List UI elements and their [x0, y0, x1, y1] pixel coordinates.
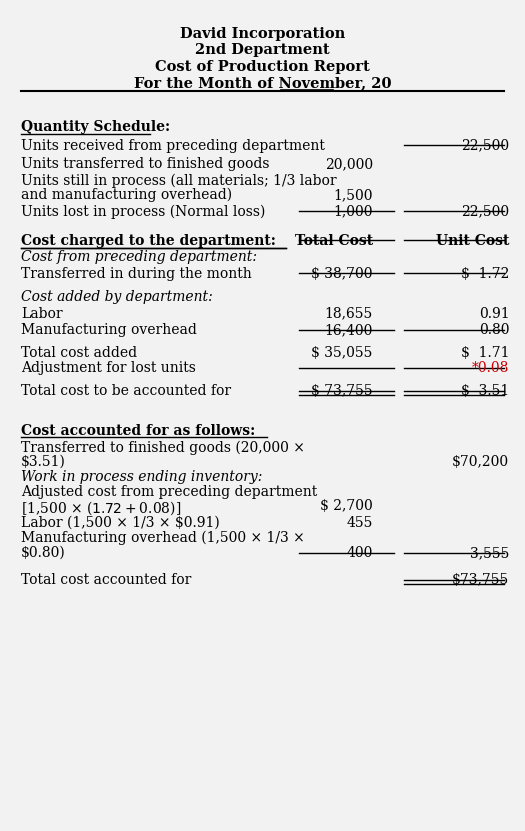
Text: Manufacturing overhead: Manufacturing overhead — [21, 323, 197, 337]
Text: Cost accounted for as follows:: Cost accounted for as follows: — [21, 424, 255, 438]
Text: 22,500: 22,500 — [461, 204, 509, 219]
Text: 18,655: 18,655 — [324, 307, 373, 321]
Text: Units still in process (all materials; 1/3 labor: Units still in process (all materials; 1… — [21, 174, 337, 188]
Text: Cost charged to the department:: Cost charged to the department: — [21, 234, 276, 248]
Text: $70,200: $70,200 — [452, 455, 509, 469]
Text: Quantity Schedule:: Quantity Schedule: — [21, 120, 170, 135]
Text: Unit Cost: Unit Cost — [436, 234, 509, 248]
Text: 16,400: 16,400 — [324, 323, 373, 337]
Text: Manufacturing overhead (1,500 × 1/3 ×: Manufacturing overhead (1,500 × 1/3 × — [21, 531, 304, 545]
Text: 400: 400 — [346, 546, 373, 560]
Text: 0.91: 0.91 — [479, 307, 509, 321]
Text: $ 38,700: $ 38,700 — [311, 267, 373, 281]
Text: 0.80: 0.80 — [479, 323, 509, 337]
Text: Units received from preceding department: Units received from preceding department — [21, 139, 325, 153]
Text: 455: 455 — [346, 516, 373, 530]
Text: Cost added by department:: Cost added by department: — [21, 290, 213, 304]
Text: Transferred in during the month: Transferred in during the month — [21, 267, 252, 281]
Text: [1,500 × ($1.72 + $0.08)]: [1,500 × ($1.72 + $0.08)] — [21, 499, 181, 517]
Text: 2nd Department: 2nd Department — [195, 43, 330, 57]
Text: $3.51): $3.51) — [21, 455, 66, 469]
Text: $ 2,700: $ 2,700 — [320, 499, 373, 514]
Text: Labor (1,500 × 1/3 × $0.91): Labor (1,500 × 1/3 × $0.91) — [21, 516, 220, 530]
Text: Adjusted cost from preceding department: Adjusted cost from preceding department — [21, 485, 317, 499]
Text: Cost of Production Report: Cost of Production Report — [155, 60, 370, 74]
Text: Total cost to be accounted for: Total cost to be accounted for — [21, 384, 231, 398]
Text: 22,500: 22,500 — [461, 139, 509, 153]
Text: $73,755: $73,755 — [452, 573, 509, 588]
Text: Units lost in process (Normal loss): Units lost in process (Normal loss) — [21, 204, 265, 219]
Text: Cost from preceding department:: Cost from preceding department: — [21, 250, 257, 264]
Text: Work in process ending inventory:: Work in process ending inventory: — [21, 470, 262, 484]
Text: Adjustment for lost units: Adjustment for lost units — [21, 361, 196, 376]
Text: 1,500: 1,500 — [333, 188, 373, 202]
Text: 20,000: 20,000 — [324, 157, 373, 171]
Text: $  1.71: $ 1.71 — [461, 346, 509, 360]
Text: Transferred to finished goods (20,000 ×: Transferred to finished goods (20,000 × — [21, 440, 305, 455]
Text: 1,000: 1,000 — [333, 204, 373, 219]
Text: and manufacturing overhead): and manufacturing overhead) — [21, 188, 232, 202]
Text: David Incorporation: David Incorporation — [180, 27, 345, 41]
Text: For the Month of November, 20: For the Month of November, 20 — [134, 76, 391, 91]
Text: 3,555: 3,555 — [470, 546, 509, 560]
Text: Total cost accounted for: Total cost accounted for — [21, 573, 192, 588]
Text: $ 73,755: $ 73,755 — [311, 384, 373, 398]
Text: Total Cost: Total Cost — [295, 234, 373, 248]
Text: Total cost added: Total cost added — [21, 346, 137, 360]
Text: $  1.72: $ 1.72 — [461, 267, 509, 281]
Text: $  3.51: $ 3.51 — [461, 384, 509, 398]
Text: *0.08: *0.08 — [472, 361, 509, 376]
Text: $0.80): $0.80) — [21, 546, 66, 560]
Text: $ 35,055: $ 35,055 — [311, 346, 373, 360]
Text: Labor: Labor — [21, 307, 62, 321]
Text: Units transferred to finished goods: Units transferred to finished goods — [21, 157, 269, 171]
